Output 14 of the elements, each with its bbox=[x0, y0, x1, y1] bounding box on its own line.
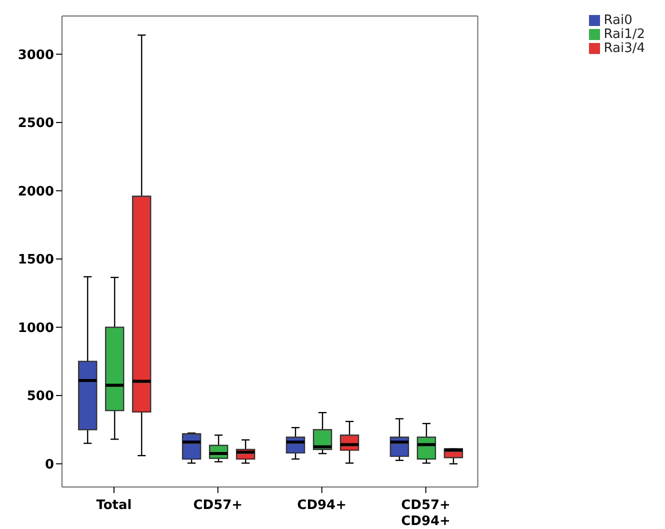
y-tick-label: 3000 bbox=[18, 48, 54, 63]
x-tick-label: Total bbox=[96, 498, 132, 513]
legend-label: Rai0 bbox=[604, 13, 632, 28]
legend-label: Rai3/4 bbox=[604, 41, 645, 56]
y-tick-label: 0 bbox=[44, 457, 54, 472]
y-tick-label: 1000 bbox=[18, 320, 54, 336]
x-tick-label: CD57+ bbox=[193, 498, 243, 513]
y-tick-label: 2000 bbox=[18, 184, 54, 200]
x-tick-label: CD94+ bbox=[297, 498, 347, 513]
legend-label: Rai1/2 bbox=[604, 27, 645, 42]
x-tick-label: CD57+ CD94+ bbox=[401, 498, 450, 529]
y-tick-label: 1500 bbox=[18, 252, 54, 268]
y-tick-label: 2500 bbox=[18, 116, 54, 132]
y-tick-label: 500 bbox=[26, 389, 54, 404]
